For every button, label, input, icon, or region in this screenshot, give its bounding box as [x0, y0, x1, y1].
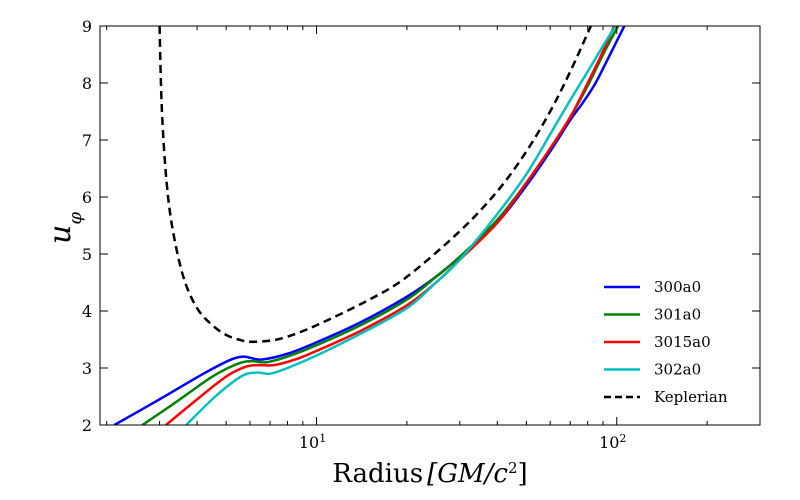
- y-tick-label: 7: [82, 131, 92, 150]
- plot-frame: [99, 25, 761, 426]
- y-tick-label: 9: [82, 17, 92, 36]
- legend-label: 300a0: [654, 278, 701, 296]
- y-tick-label: 5: [82, 245, 92, 264]
- series-line-4: [158, 26, 593, 344]
- y-axis-label: uφ: [43, 212, 86, 244]
- y-tick-label: 2: [82, 416, 92, 435]
- x-axis-label: Radius [GM/c2]: [332, 459, 527, 489]
- tick-layer: 2 3 4 5 6 7 8 9 101 102: [82, 17, 761, 453]
- series-line-3: [185, 26, 617, 425]
- legend-label: 3015a0: [654, 333, 711, 351]
- x-tick-label: 101: [299, 432, 326, 453]
- x-tick-label: 102: [599, 432, 626, 453]
- y-tick-label: 6: [82, 188, 92, 207]
- legend: 300a0 301a0 3015a0 302a0 Keplerian: [604, 278, 728, 406]
- legend-label: 301a0: [654, 306, 701, 324]
- series-line-1: [141, 26, 620, 425]
- y-tick-label: 8: [82, 74, 92, 93]
- legend-label: 302a0: [654, 361, 701, 379]
- legend-label: Keplerian: [654, 388, 728, 406]
- series-layer: [113, 26, 626, 425]
- y-tick-label: 4: [82, 302, 92, 321]
- series-line-2: [165, 26, 616, 425]
- series-line-0: [113, 26, 626, 425]
- y-tick-label: 3: [82, 359, 92, 378]
